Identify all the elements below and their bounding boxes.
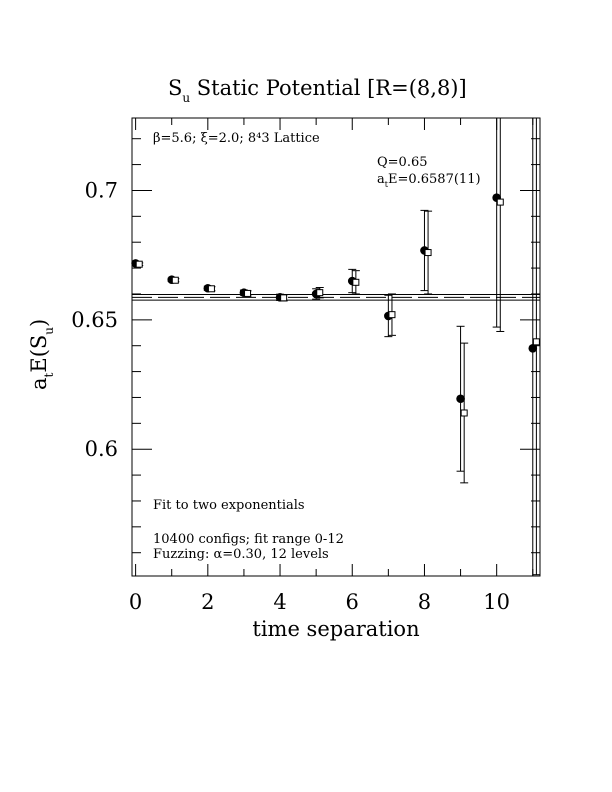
x-tick-label: 0 <box>129 590 142 614</box>
data-point-square <box>172 277 178 283</box>
annotation-lattice: β=5.6; ξ=2.0; 8⁴3 Lattice <box>153 131 320 146</box>
data-point-square <box>353 279 359 285</box>
data-point-circle <box>456 394 465 403</box>
y-tick-label: 0.7 <box>85 178 118 202</box>
x-axis-label: time separation <box>252 617 419 641</box>
x-tick-label: 10 <box>483 590 510 614</box>
data-point-square <box>533 339 539 345</box>
y-axis-label: atE(Su) <box>27 319 56 390</box>
annotation-fuzzing: Fuzzing: α=0.30, 12 levels <box>153 547 329 562</box>
x-tick-label: 6 <box>346 590 359 614</box>
x-tick-label: 2 <box>201 590 214 614</box>
data-point-square <box>245 290 251 296</box>
chart: Su Static Potential [R=(8,8)] 0 2 4 6 8 10 0.… <box>0 0 612 792</box>
fit-band <box>132 294 540 300</box>
x-tick-label: 8 <box>418 590 431 614</box>
y-tick-label: 0.6 <box>85 437 118 461</box>
data-point-square <box>317 290 323 296</box>
data-point-square <box>389 312 395 318</box>
annotation-fit: Fit to two exponentials <box>153 498 305 513</box>
data-point-square <box>136 261 142 267</box>
annotation-energy: atE=0.6587(11) <box>377 172 481 189</box>
data-point-square <box>461 410 467 416</box>
y-ticks: 0.6 0.65 0.7 <box>71 139 540 553</box>
y-tick-label: 0.65 <box>71 308 118 332</box>
annotation-configs: 10400 configs; fit range 0-12 <box>153 532 344 547</box>
data-point-square <box>425 250 431 256</box>
data-point-square <box>208 286 214 292</box>
data-point-square <box>281 295 287 301</box>
annotation-q: Q=0.65 <box>377 155 428 170</box>
data-point-square <box>497 199 503 205</box>
x-tick-label: 4 <box>273 590 286 614</box>
chart-title: Su Static Potential [R=(8,8)] <box>168 76 467 105</box>
